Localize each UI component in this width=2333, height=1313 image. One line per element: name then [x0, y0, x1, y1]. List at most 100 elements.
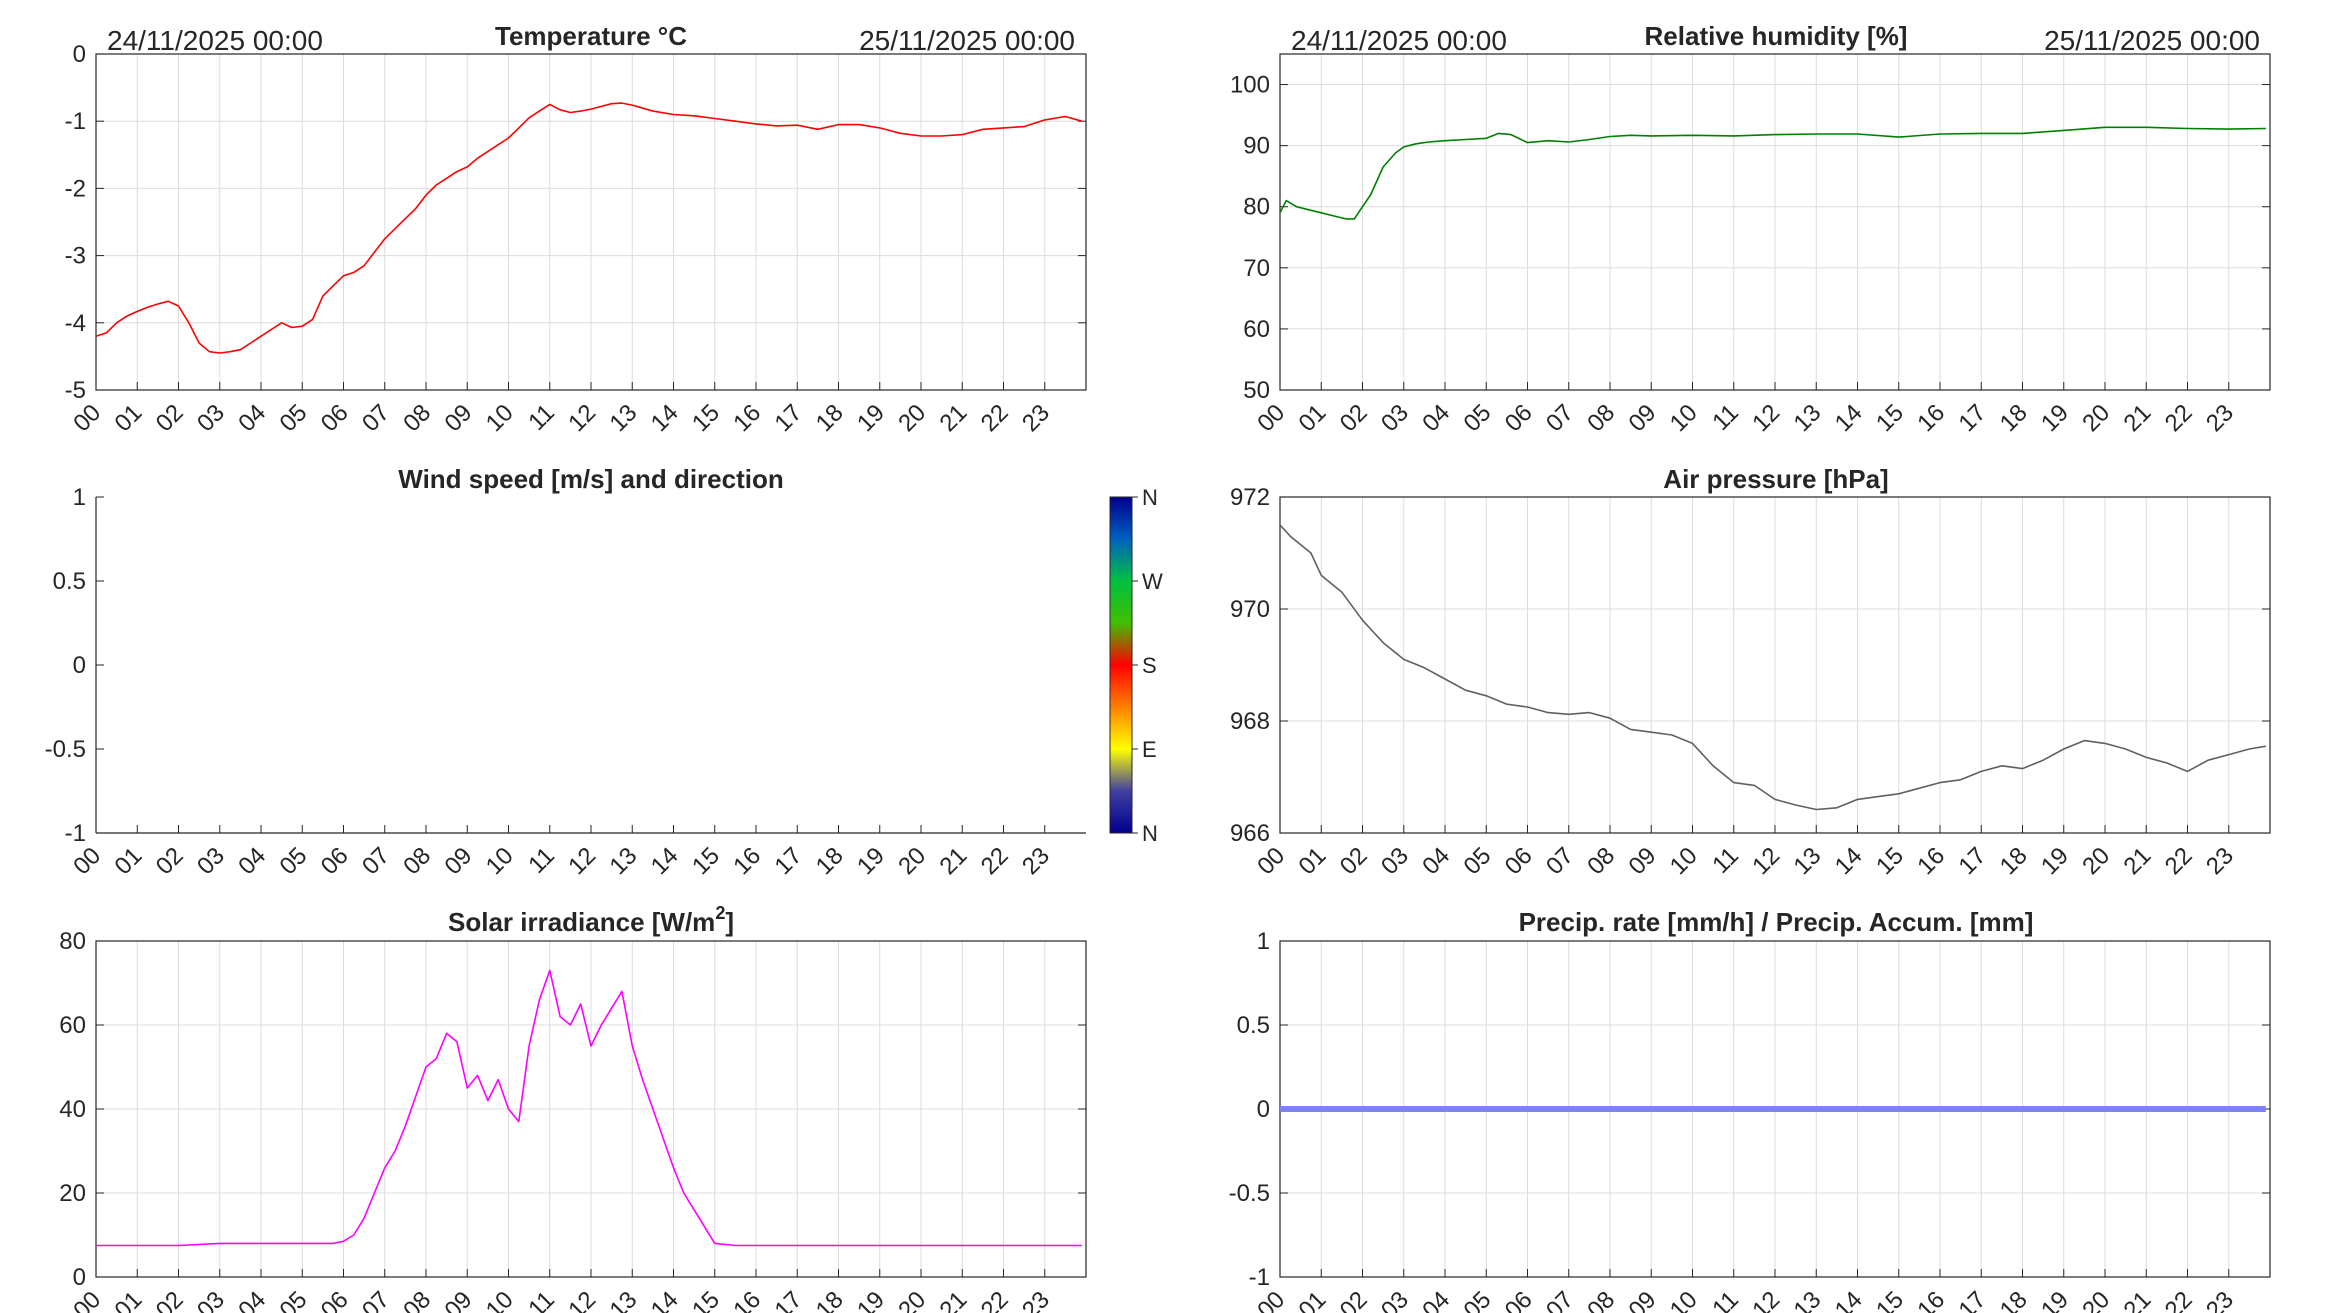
x-tick-label: 23 — [2201, 842, 2239, 880]
y-tick-label: 0 — [73, 1264, 86, 1291]
x-tick-label: 10 — [1665, 1286, 1703, 1313]
x-tick-label: 16 — [728, 399, 766, 437]
colorbar-label: N — [1142, 821, 1158, 846]
x-tick-label: 07 — [357, 1286, 395, 1313]
x-tick-label: 09 — [1624, 399, 1662, 437]
temperature-series-line — [95, 102, 1083, 354]
x-tick-label: 06 — [316, 1286, 354, 1313]
y-tick-label: 1 — [1257, 928, 1270, 955]
x-tick-label: 19 — [852, 842, 890, 880]
x-tick-label: 05 — [1459, 1286, 1497, 1313]
x-tick-label: 12 — [563, 842, 601, 880]
x-tick-label: 01 — [1294, 399, 1332, 437]
y-tick-label: -4 — [65, 310, 86, 337]
x-tick-label: 23 — [1017, 842, 1055, 880]
x-tick-label: 21 — [935, 842, 973, 880]
wind-direction-colorbar: N W S E N — [1109, 485, 1163, 846]
y-tick-label: 70 — [1243, 255, 1270, 282]
x-tick-label: 14 — [1830, 842, 1868, 880]
y-tick-label: 50 — [1243, 377, 1270, 404]
x-tick-label: 10 — [481, 1286, 519, 1313]
y-tick-label: 0.5 — [1237, 1012, 1270, 1039]
x-tick-label: 07 — [357, 399, 395, 437]
x-tick-label: 22 — [976, 842, 1014, 880]
x-tick-label: 22 — [2160, 399, 2198, 437]
date-start-right: 24/11/2025 00:00 — [1291, 25, 1507, 56]
x-tick-label: 10 — [1665, 842, 1703, 880]
x-tick-label: 16 — [1912, 842, 1950, 880]
x-tick-label: 02 — [1335, 842, 1373, 880]
y-tick-label: 0 — [1257, 1096, 1270, 1123]
x-tick-label: 20 — [893, 399, 931, 437]
x-tick-label: 23 — [1017, 399, 1055, 437]
x-tick-label: 08 — [398, 399, 436, 437]
x-tick-label: 04 — [233, 842, 271, 880]
x-tick-label: 01 — [110, 399, 148, 437]
x-tick-label: 12 — [563, 399, 601, 437]
pressure-axes — [1279, 496, 2271, 834]
x-tick-label: 12 — [1747, 1286, 1785, 1313]
x-tick-label: 14 — [646, 399, 684, 437]
x-tick-label: 18 — [1995, 842, 2033, 880]
x-tick-label: 03 — [192, 842, 230, 880]
x-tick-label: 18 — [1995, 399, 2033, 437]
x-tick-label: 21 — [935, 1286, 973, 1313]
x-tick-label: 22 — [2160, 842, 2198, 880]
x-tick-label: 08 — [1582, 1286, 1620, 1313]
solar-title-sup: 2 — [715, 903, 725, 923]
x-tick-label: 11 — [1707, 842, 1744, 879]
x-tick-label: 06 — [1500, 842, 1538, 880]
x-tick-label: 07 — [1541, 842, 1579, 880]
x-tick-label: 06 — [316, 842, 354, 880]
y-tick-label: 0 — [73, 41, 86, 68]
y-tick-label: 968 — [1230, 708, 1270, 735]
x-tick-label: 17 — [1954, 399, 1992, 437]
x-tick-label: 10 — [481, 842, 519, 880]
x-tick-label: 02 — [151, 842, 189, 880]
x-tick-label: 20 — [893, 842, 931, 880]
x-tick-label: 09 — [1624, 1286, 1662, 1313]
colorbar-label: W — [1142, 569, 1163, 594]
x-tick-label: 17 — [1954, 842, 1992, 880]
x-tick-label: 12 — [1747, 399, 1785, 437]
x-tick-label: 13 — [1789, 842, 1827, 880]
x-tick-label: 15 — [1871, 1286, 1909, 1313]
x-tick-label: 10 — [481, 399, 519, 437]
x-tick-label: 15 — [687, 842, 725, 880]
x-tick-label: 10 — [1665, 399, 1703, 437]
y-tick-label: 0 — [73, 652, 86, 679]
y-tick-label: 80 — [1243, 194, 1270, 221]
x-tick-label: 18 — [811, 842, 849, 880]
x-tick-label: 03 — [1376, 842, 1414, 880]
x-tick-label: 08 — [398, 842, 436, 880]
x-tick-label: 15 — [687, 1286, 725, 1313]
y-tick-label: -3 — [65, 243, 86, 270]
x-tick-label: 03 — [192, 1286, 230, 1313]
precip-chart: Precip. rate [mm/h] / Precip. Accum. [mm… — [1229, 907, 2271, 1313]
x-tick-label: 13 — [605, 1286, 643, 1313]
x-tick-label: 00 — [1252, 842, 1290, 880]
y-tick-label: 100 — [1230, 72, 1270, 99]
x-tick-label: 20 — [893, 1286, 931, 1313]
x-tick-label: 11 — [523, 1286, 560, 1313]
y-tick-label: 60 — [1243, 316, 1270, 343]
x-tick-label: 13 — [1789, 1286, 1827, 1313]
y-tick-label: 1 — [73, 484, 86, 511]
temperature-axes — [95, 53, 1087, 391]
x-tick-label: 15 — [1871, 399, 1909, 437]
y-tick-label: -0.5 — [1229, 1180, 1270, 1207]
colorbar-gradient — [1109, 496, 1133, 834]
colorbar-label: N — [1142, 485, 1158, 510]
x-tick-label: 09 — [440, 399, 478, 437]
x-tick-label: 22 — [976, 1286, 1014, 1313]
x-tick-label: 17 — [770, 399, 808, 437]
wind-axes — [95, 497, 1086, 834]
x-tick-label: 14 — [646, 1286, 684, 1313]
x-tick-label: 03 — [192, 399, 230, 437]
x-tick-label: 04 — [1417, 842, 1455, 880]
solar-title-main: Solar irradiance [W/m — [448, 907, 715, 937]
x-tick-label: 04 — [233, 399, 271, 437]
x-tick-label: 09 — [440, 842, 478, 880]
